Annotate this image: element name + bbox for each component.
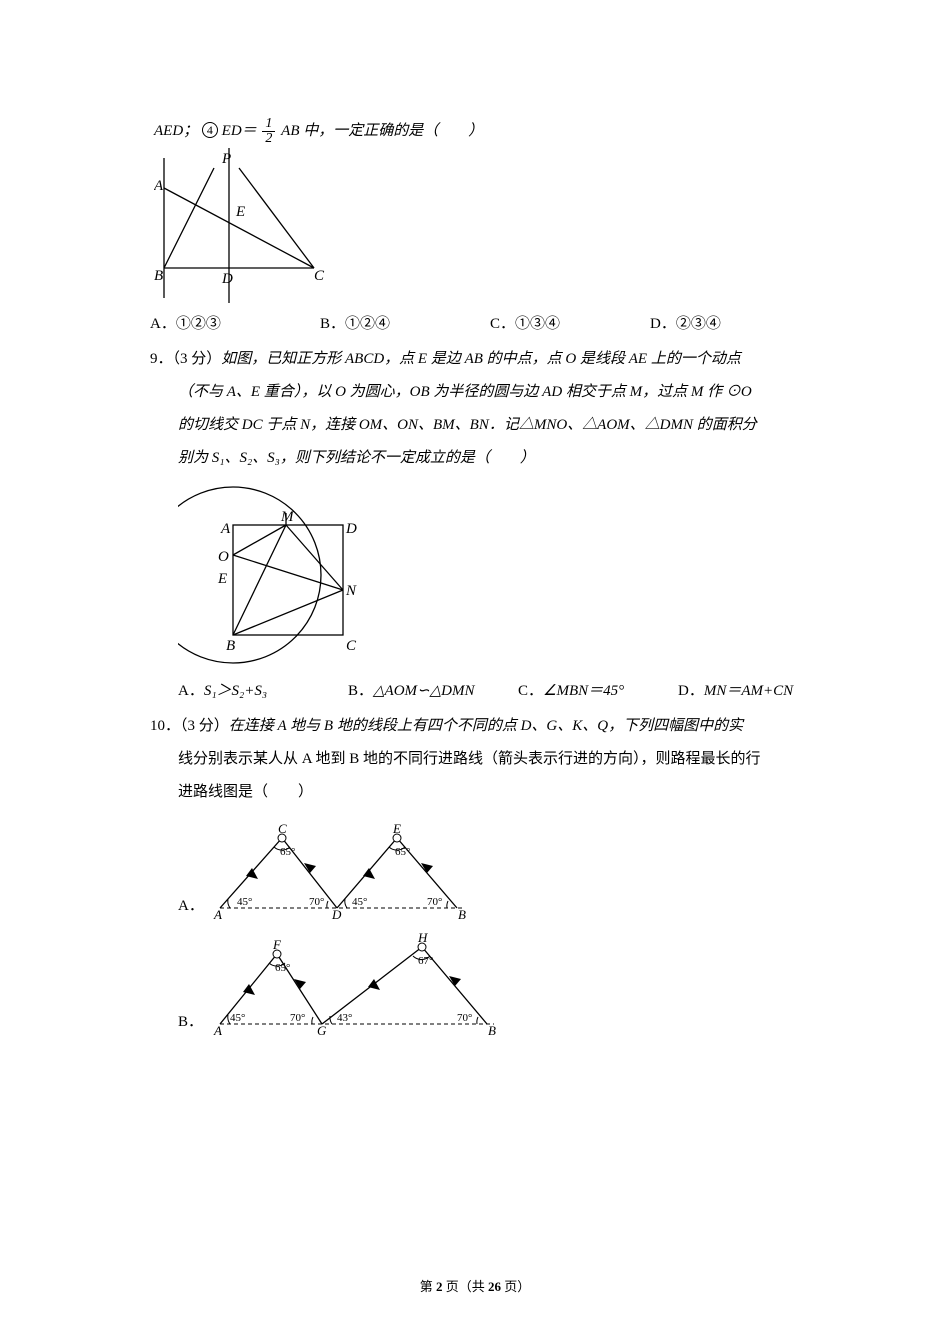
svg-text:B: B: [226, 638, 235, 654]
svg-text:E: E: [217, 571, 227, 587]
footer-mid: 页（共: [442, 1279, 488, 1294]
opt-label: D．: [678, 683, 704, 699]
svg-text:C: C: [314, 268, 325, 284]
opt-a-label: A．: [178, 890, 212, 923]
opt-value: △AOM∽△DMN: [373, 683, 474, 699]
opt-value: ∠MBN＝45°: [543, 683, 624, 699]
svg-text:D: D: [345, 521, 357, 537]
footer-total: 26: [488, 1279, 501, 1294]
svg-text:P: P: [221, 151, 231, 167]
page-footer: 第 2 页（共 26 页）: [0, 1273, 950, 1302]
svg-text:A: A: [213, 907, 222, 922]
q8-tail: AED； 4 ED＝ 1 2 AB 中，一定正确的是（ ） A P E B D …: [150, 115, 800, 341]
opt-value: ②③④: [676, 316, 721, 332]
q8-option-d: D．②③④: [650, 308, 800, 341]
q10-line2: 线分别表示某人从 A 地到 B 地的不同行进路线（箭头表示行进的方向），则路程最…: [178, 743, 800, 776]
svg-text:65°: 65°: [275, 962, 290, 974]
q9-label: 9．（3 分）: [150, 343, 221, 376]
q9-text1: 如图，已知正方形 ABCD，点 E 是边 AB 的中点，点 O 是线段 AE 上…: [221, 351, 741, 367]
svg-text:C: C: [346, 638, 357, 654]
svg-text:B: B: [488, 1023, 496, 1038]
opt-label: A．: [178, 683, 204, 699]
footer-suf: 页）: [501, 1279, 530, 1294]
svg-text:D: D: [331, 907, 342, 922]
q10-text1: 在连接 A 地与 B 地的线段上有四个不同的点 D、G、K、Q，下列四幅图中的实: [229, 718, 743, 734]
svg-text:E: E: [392, 821, 401, 836]
q9-option-c: C．∠MBN＝45°: [518, 675, 678, 708]
q10-line3: 进路线图是（ ）: [178, 776, 800, 809]
frac-num: 1: [262, 117, 275, 132]
svg-text:45°: 45°: [352, 896, 367, 908]
q8-ed-eq: ED＝: [222, 123, 257, 139]
svg-text:G: G: [317, 1023, 327, 1038]
footer-pre: 第: [420, 1279, 436, 1294]
svg-text:65°: 65°: [395, 846, 410, 858]
opt-value: ①②③: [176, 316, 221, 332]
svg-text:C: C: [278, 821, 287, 836]
svg-text:A: A: [154, 178, 164, 194]
q10-option-a: A． A C D E B 45° 65° 70° 45° 65° 70°: [178, 813, 800, 923]
q10-option-b: B． A F G H B 45° 65° 70° 43° 67° 70°: [178, 929, 800, 1039]
opt-label: C．: [490, 316, 515, 332]
q9-line3: 的切线交 DC 于点 N，连接 OM、ON、BM、BN．记△MNO、△AOM、△…: [178, 409, 800, 442]
svg-text:F: F: [272, 937, 282, 952]
q9-option-d: D．MN＝AM+CN: [678, 675, 800, 708]
svg-text:45°: 45°: [237, 896, 252, 908]
q9-options: A．S₁＞S₂+S₃ B．△AOM∽△DMN C．∠MBN＝45° D．MN＝A…: [178, 675, 800, 708]
svg-text:67°: 67°: [418, 955, 433, 967]
opt-label: A．: [150, 316, 176, 332]
svg-text:65°: 65°: [280, 846, 295, 858]
q8-stem-line: AED； 4 ED＝ 1 2 AB 中，一定正确的是（ ）: [154, 115, 800, 148]
opt-label: C．: [518, 683, 543, 699]
q8-figure: A P E B D C: [154, 148, 800, 308]
frac-den: 2: [262, 132, 275, 146]
svg-text:M: M: [280, 509, 295, 525]
svg-text:70°: 70°: [309, 896, 324, 908]
svg-text:43°: 43°: [337, 1012, 352, 1024]
svg-text:A: A: [213, 1023, 222, 1038]
opt-value: MN＝AM+CN: [704, 683, 793, 699]
opt-label: D．: [650, 316, 676, 332]
svg-text:D: D: [221, 271, 233, 287]
q9-line4: 别为 S₁、S₂、S₃，则下列结论不一定成立的是（ ）: [178, 442, 800, 475]
svg-text:O: O: [218, 549, 229, 565]
q9-option-b: B．△AOM∽△DMN: [348, 675, 518, 708]
q10: 10．（3 分）在连接 A 地与 B 地的线段上有四个不同的点 D、G、K、Q，…: [150, 710, 800, 1039]
q9-option-a: A．S₁＞S₂+S₃: [178, 675, 348, 708]
opt-value: ①③④: [515, 316, 560, 332]
q8-ab-tail: AB 中，一定正确的是（ ）: [281, 123, 483, 139]
q8-aed: AED；: [154, 123, 198, 139]
svg-text:B: B: [154, 268, 163, 284]
q9-line1: 9．（3 分）如图，已知正方形 ABCD，点 E 是边 AB 的中点，点 O 是…: [150, 343, 800, 376]
q10-figure-b: A F G H B 45° 65° 70° 43° 67° 70°: [212, 929, 502, 1039]
opt-value: ①②④: [345, 316, 390, 332]
q10-label: 10．（3 分）: [150, 710, 229, 743]
svg-text:70°: 70°: [457, 1012, 472, 1024]
svg-text:A: A: [220, 521, 231, 537]
q10-line1: 10．（3 分）在连接 A 地与 B 地的线段上有四个不同的点 D、G、K、Q，…: [150, 710, 800, 743]
opt-b-label: B．: [178, 1006, 212, 1039]
fraction-half: 1 2: [262, 117, 275, 146]
q9-line2: （不与 A、E 重合），以 O 为圆心，OB 为半径的圆与边 AD 相交于点 M…: [178, 376, 800, 409]
q8-option-b: B．①②④: [320, 308, 490, 341]
q9: 9．（3 分）如图，已知正方形 ABCD，点 E 是边 AB 的中点，点 O 是…: [150, 343, 800, 708]
svg-text:E: E: [235, 204, 245, 220]
svg-text:N: N: [345, 583, 357, 599]
svg-text:B: B: [458, 907, 466, 922]
svg-text:H: H: [417, 930, 428, 945]
q10-figure-a: A C D E B 45° 65° 70° 45° 65° 70°: [212, 813, 472, 923]
q8-option-a: A．①②③: [150, 308, 320, 341]
svg-text:70°: 70°: [290, 1012, 305, 1024]
q9-figure: A M D O E N B C: [178, 475, 800, 675]
opt-value: S₁＞S₂+S₃: [204, 683, 267, 699]
opt-label: B．: [320, 316, 345, 332]
svg-text:45°: 45°: [230, 1012, 245, 1024]
q8-option-c: C．①③④: [490, 308, 650, 341]
q8-options: A．①②③ B．①②④ C．①③④ D．②③④: [150, 308, 800, 341]
opt-label: B．: [348, 683, 373, 699]
circle-4-icon: 4: [202, 122, 218, 138]
svg-text:70°: 70°: [427, 896, 442, 908]
